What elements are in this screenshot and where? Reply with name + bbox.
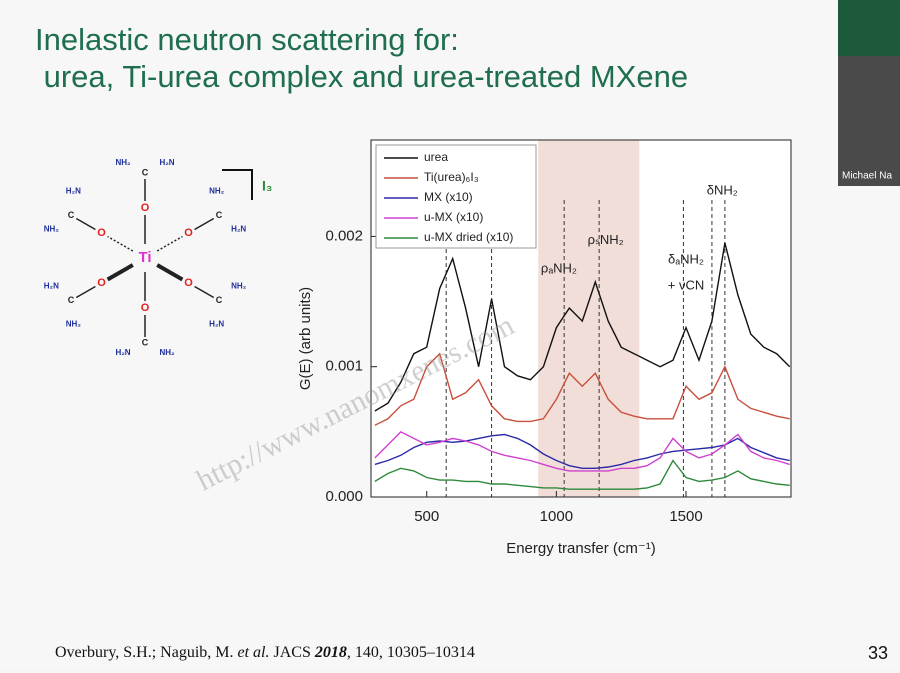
bond xyxy=(75,285,96,299)
citation-part: 2018 xyxy=(314,644,347,661)
series-line xyxy=(374,431,790,472)
atom-o: O xyxy=(141,302,150,314)
annotation: ρₐNH₂ xyxy=(541,260,577,275)
atom-n: H₂N xyxy=(231,225,246,234)
atom-n: NH₂ xyxy=(66,320,82,329)
atom-c: C xyxy=(68,295,75,305)
annotation: ρₛNH₂ xyxy=(588,232,624,247)
y-tick-label: 0.000 xyxy=(325,488,363,505)
atom-n: H₂N xyxy=(115,348,130,357)
slide-title: urea, Ti-urea complex and urea-treated M… xyxy=(35,59,688,94)
atom-n: H₂N xyxy=(44,281,59,290)
atom-c: C xyxy=(142,167,149,177)
webcam-name: Michael Na xyxy=(842,171,892,182)
counterion: I₃ xyxy=(262,178,272,194)
legend-box xyxy=(375,144,537,249)
atom-n: NH₂ xyxy=(159,348,175,357)
citation-part: , 140, 10305–10314 xyxy=(347,644,475,661)
atom-c: C xyxy=(216,295,223,305)
legend-label: urea xyxy=(424,150,448,164)
atom-n: H₂N xyxy=(159,158,174,167)
bond xyxy=(194,285,215,299)
atom-c: C xyxy=(142,337,149,347)
annotation: + νCN xyxy=(668,277,704,292)
bond xyxy=(107,235,134,252)
atom-c: C xyxy=(68,210,75,220)
atom-c: C xyxy=(216,210,223,220)
x-tick-label: 1000 xyxy=(540,508,573,525)
slide-title: Inelastic neutron scattering for: xyxy=(35,22,459,57)
atom-n: H₂N xyxy=(66,186,81,195)
citation-part: JACS xyxy=(270,644,315,661)
plot-frame xyxy=(370,139,792,498)
logo xyxy=(838,0,900,56)
bracket xyxy=(222,169,253,200)
atom-o: O xyxy=(141,202,150,214)
x-axis-label: Energy transfer (cm⁻¹) xyxy=(506,540,656,557)
atom-o: O xyxy=(184,277,193,289)
series-line xyxy=(374,352,790,426)
webcam xyxy=(838,56,900,186)
legend-label: u-MX (x10) xyxy=(424,210,483,224)
bond xyxy=(75,217,96,231)
y-tick-label: 0.001 xyxy=(325,358,363,375)
bond xyxy=(106,263,134,282)
citation-part: Overbury, S.H.; Naguib, M. xyxy=(55,644,238,661)
atom-o: O xyxy=(184,227,193,239)
bond xyxy=(194,217,215,231)
legend-label: Ti(urea)₆I₃ xyxy=(424,170,479,184)
annotation: δNH₂ xyxy=(707,182,738,197)
atom-n: NH₂ xyxy=(231,281,247,290)
atom-n: NH₂ xyxy=(115,158,131,167)
x-tick-label: 1500 xyxy=(669,508,702,525)
atom-n: NH₂ xyxy=(44,225,60,234)
atom-n: H₂N xyxy=(209,320,224,329)
annotation: δₐNH₂ xyxy=(668,251,704,266)
atom-n: NH₂ xyxy=(209,186,225,195)
atom-o: O xyxy=(97,277,106,289)
series-line xyxy=(374,242,791,412)
citation: Overbury, S.H.; Naguib, M. et al. JACS 2… xyxy=(35,644,487,661)
citation-part: et al. xyxy=(238,644,270,661)
series-line xyxy=(374,459,790,490)
y-axis-label: G(E) (arb units) xyxy=(297,287,314,390)
page-number: 33 xyxy=(868,643,888,663)
x-tick-label: 500 xyxy=(414,508,439,525)
y-tick-label: 0.002 xyxy=(325,227,363,244)
legend-label: u-MX dried (x10) xyxy=(424,230,513,244)
molecule: I₃ O C H₂N NH₂ O C H₂N NH₂ O C H₂N NH₂ O C H₂N NH₂ O C H₂N… xyxy=(44,158,273,357)
bond xyxy=(156,235,183,252)
legend-label: MX (x10) xyxy=(424,190,473,204)
atom-ti: Ti xyxy=(138,249,151,266)
shaded-range xyxy=(538,140,640,497)
atom-o: O xyxy=(97,227,106,239)
bond xyxy=(156,263,184,282)
